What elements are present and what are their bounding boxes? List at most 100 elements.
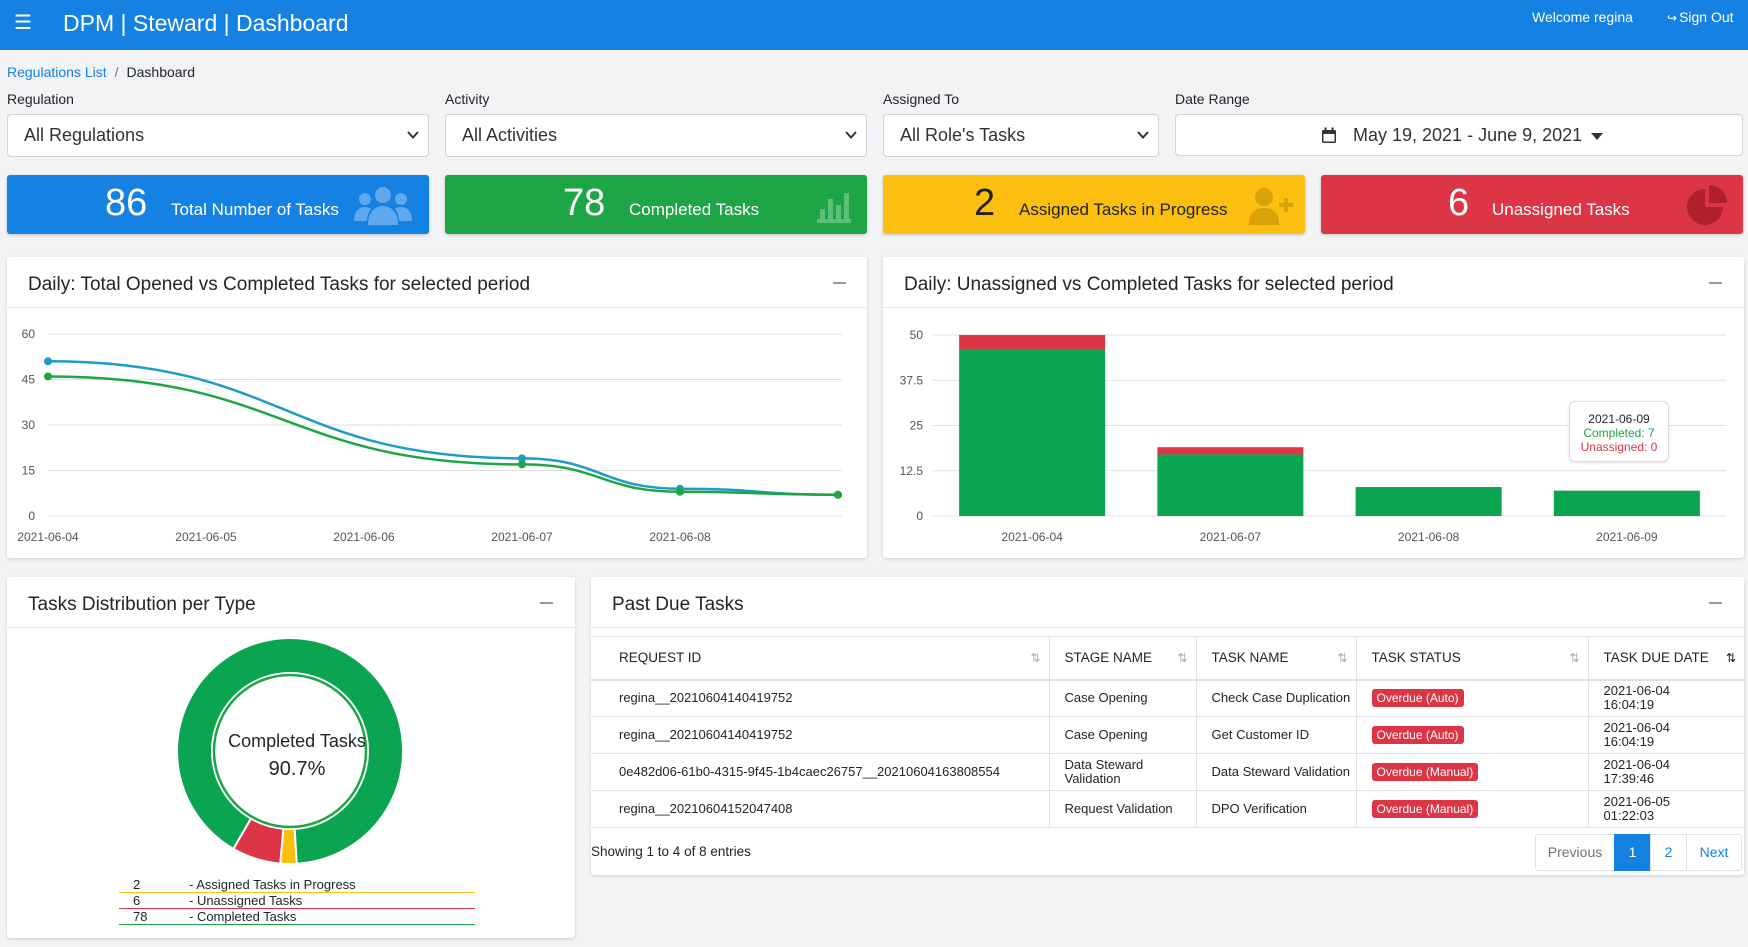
cell-task-name: Data Steward Validation [1196, 753, 1357, 791]
calendar-icon [1322, 127, 1336, 143]
minimize-icon[interactable] [1709, 282, 1722, 284]
caret-down-icon [1591, 133, 1603, 140]
date-range-value: May 19, 2021 - June 9, 2021 [1353, 125, 1583, 145]
status-badge: Overdue (Auto) [1371, 689, 1464, 708]
activity-select[interactable]: All Activities [445, 114, 867, 157]
app-title: DPM | Steward | Dashboard [63, 10, 349, 36]
regulation-select[interactable]: All Regulations [7, 114, 429, 157]
table-row: 0e482d06-61b0-4315-9f45-1b4caec26757__20… [591, 753, 1744, 791]
donut-chart [176, 637, 404, 865]
distribution-title: Tasks Distribution per Type [28, 594, 256, 615]
legend-item-unassigned: 6 - Unassigned Tasks [119, 893, 475, 909]
donut-center-label: Completed Tasks [228, 731, 366, 751]
table-header-row: REQUEST ID ⇅ STAGE NAME ⇅ TASK NAME ⇅ TASK … [591, 636, 1744, 681]
y-tick-label: 25 [910, 419, 924, 433]
cell-stage-name: Case Opening [1049, 679, 1197, 717]
column-header-label: TASK NAME [1211, 650, 1289, 666]
x-tick-label: 2021-06-07 [1200, 530, 1262, 544]
breadcrumb-regulations-list[interactable]: Regulations List [7, 64, 107, 80]
column-header-task-name[interactable]: TASK NAME ⇅ [1196, 636, 1357, 681]
kpi-value: 86 [105, 182, 148, 224]
sign-out-link[interactable]: ↪ Sign Out [1667, 8, 1734, 27]
cell-task-name: Check Case Duplication [1196, 679, 1357, 717]
due-date: 2021-06-04 [1603, 757, 1671, 772]
kpi-label: Unassigned Tasks [1492, 200, 1630, 219]
kpi-value: 78 [563, 182, 606, 224]
pie-chart-icon [1687, 185, 1727, 225]
past-due-table: REQUEST ID ⇅ STAGE NAME ⇅ TASK NAME ⇅ TASK … [591, 636, 1744, 828]
hamburger-icon[interactable]: ☰ [14, 12, 32, 34]
cell-request-id: regina__20210604140419752 [591, 679, 1050, 717]
cell-stage-name: Data Steward Validation [1049, 753, 1197, 791]
kpi-unassigned-tasks: 6 Unassigned Tasks [1321, 175, 1743, 234]
bar-completed [1355, 487, 1502, 516]
column-header-task-status[interactable]: TASK STATUS ⇅ [1356, 636, 1589, 681]
x-tick-label: 2021-06-07 [491, 530, 553, 544]
cell-request-id: regina__20210604152047408 [591, 790, 1050, 828]
card-divider [7, 307, 867, 308]
bar-completed [959, 349, 1106, 516]
due-time: 01:22:03 [1603, 808, 1655, 823]
pagination-page-1[interactable]: 1 [1614, 834, 1651, 871]
minimize-icon[interactable] [540, 602, 553, 604]
line-chart: 0 15 30 45 60 2021-06-04 2021-06-05 2021-06-06 2… [17, 327, 842, 544]
chevron-down-icon [1137, 131, 1149, 139]
x-tick-label: 2021-06-09 [1596, 530, 1658, 544]
x-tick-label: 2021-06-04 [17, 530, 79, 544]
data-point [44, 372, 52, 381]
legend-item-assigned: 2 - Assigned Tasks in Progress [119, 877, 475, 893]
date-range-picker[interactable]: May 19, 2021 - June 9, 2021 [1175, 114, 1743, 156]
pagination-previous[interactable]: Previous [1535, 834, 1615, 871]
x-tick-label: 2021-06-05 [175, 530, 237, 544]
activity-label: Activity [445, 91, 490, 107]
column-header-task-due-date[interactable]: TASK DUE DATE ⇅ [1588, 636, 1744, 681]
data-point [676, 487, 684, 496]
sort-icon: ⇅ [1569, 651, 1580, 665]
assigned-to-select[interactable]: All Role's Tasks [883, 114, 1159, 157]
sort-icon: ⇅ [1177, 651, 1188, 665]
due-date: 2021-06-04 [1603, 683, 1671, 699]
top-navbar: ☰ DPM | Steward | Dashboard Welcome regi… [0, 0, 1748, 50]
breadcrumb: Regulations List / Dashboard [7, 64, 195, 81]
column-header-stage-name[interactable]: STAGE NAME ⇅ [1049, 636, 1197, 681]
minimize-icon[interactable] [1709, 602, 1722, 604]
y-tick-label: 0 [916, 509, 923, 523]
table-row: regina__20210604140419752 Case Opening C… [591, 679, 1744, 717]
card-divider [883, 307, 1744, 308]
tooltip-date: 2021-06-09 [1588, 412, 1650, 426]
series-line-0 [47, 360, 839, 497]
status-badge: Overdue (Manual) [1371, 800, 1479, 818]
cell-task-due-date: 2021-06-04 16:04:19 [1588, 716, 1744, 754]
bar-completed [1157, 454, 1304, 516]
pagination-page-2[interactable]: 2 [1650, 834, 1687, 871]
due-time: 17:39:46 [1603, 771, 1655, 786]
cell-task-name: Get Customer ID [1196, 716, 1357, 754]
column-header-request-id[interactable]: REQUEST ID ⇅ [591, 636, 1050, 681]
minimize-icon[interactable] [833, 282, 846, 284]
welcome-text: Welcome regina [1532, 9, 1633, 25]
tooltip-completed: Completed: 7 [1583, 426, 1655, 440]
assigned-to-label: Assigned To [883, 91, 960, 107]
cell-request-id: 0e482d06-61b0-4315-9f45-1b4caec26757__20… [591, 753, 1050, 791]
chevron-down-icon [407, 131, 419, 139]
cell-task-due-date: 2021-06-04 17:39:46 [1588, 753, 1744, 791]
distribution-card: Tasks Distribution per Type Completed Ta… [7, 577, 575, 938]
past-due-title: Past Due Tasks [612, 594, 744, 615]
breadcrumb-current: Dashboard [126, 64, 196, 80]
x-tick-label: 2021-06-08 [649, 530, 711, 544]
kpi-label: Completed Tasks [629, 200, 760, 219]
legend-label: - Completed Tasks [189, 909, 297, 924]
line-chart-card: Daily: Total Opened vs Completed Tasks f… [7, 257, 867, 558]
pagination-next[interactable]: Next [1686, 834, 1742, 871]
cell-task-name: DPO Verification [1196, 790, 1357, 828]
due-time: 16:04:19 [1603, 734, 1655, 749]
series-line-1 [47, 375, 839, 497]
sign-out-icon: ↪ [1667, 11, 1678, 25]
sort-icon: ⇅ [1337, 651, 1348, 665]
donut-slice [176, 637, 404, 865]
y-tick-label: 50 [910, 328, 924, 342]
column-header-label: STAGE NAME [1064, 650, 1153, 666]
kpi-total-tasks: 86 Total Number of Tasks [7, 175, 429, 234]
column-header-label: REQUEST ID [619, 650, 702, 666]
table-info: Showing 1 to 4 of 8 entries [591, 844, 751, 859]
